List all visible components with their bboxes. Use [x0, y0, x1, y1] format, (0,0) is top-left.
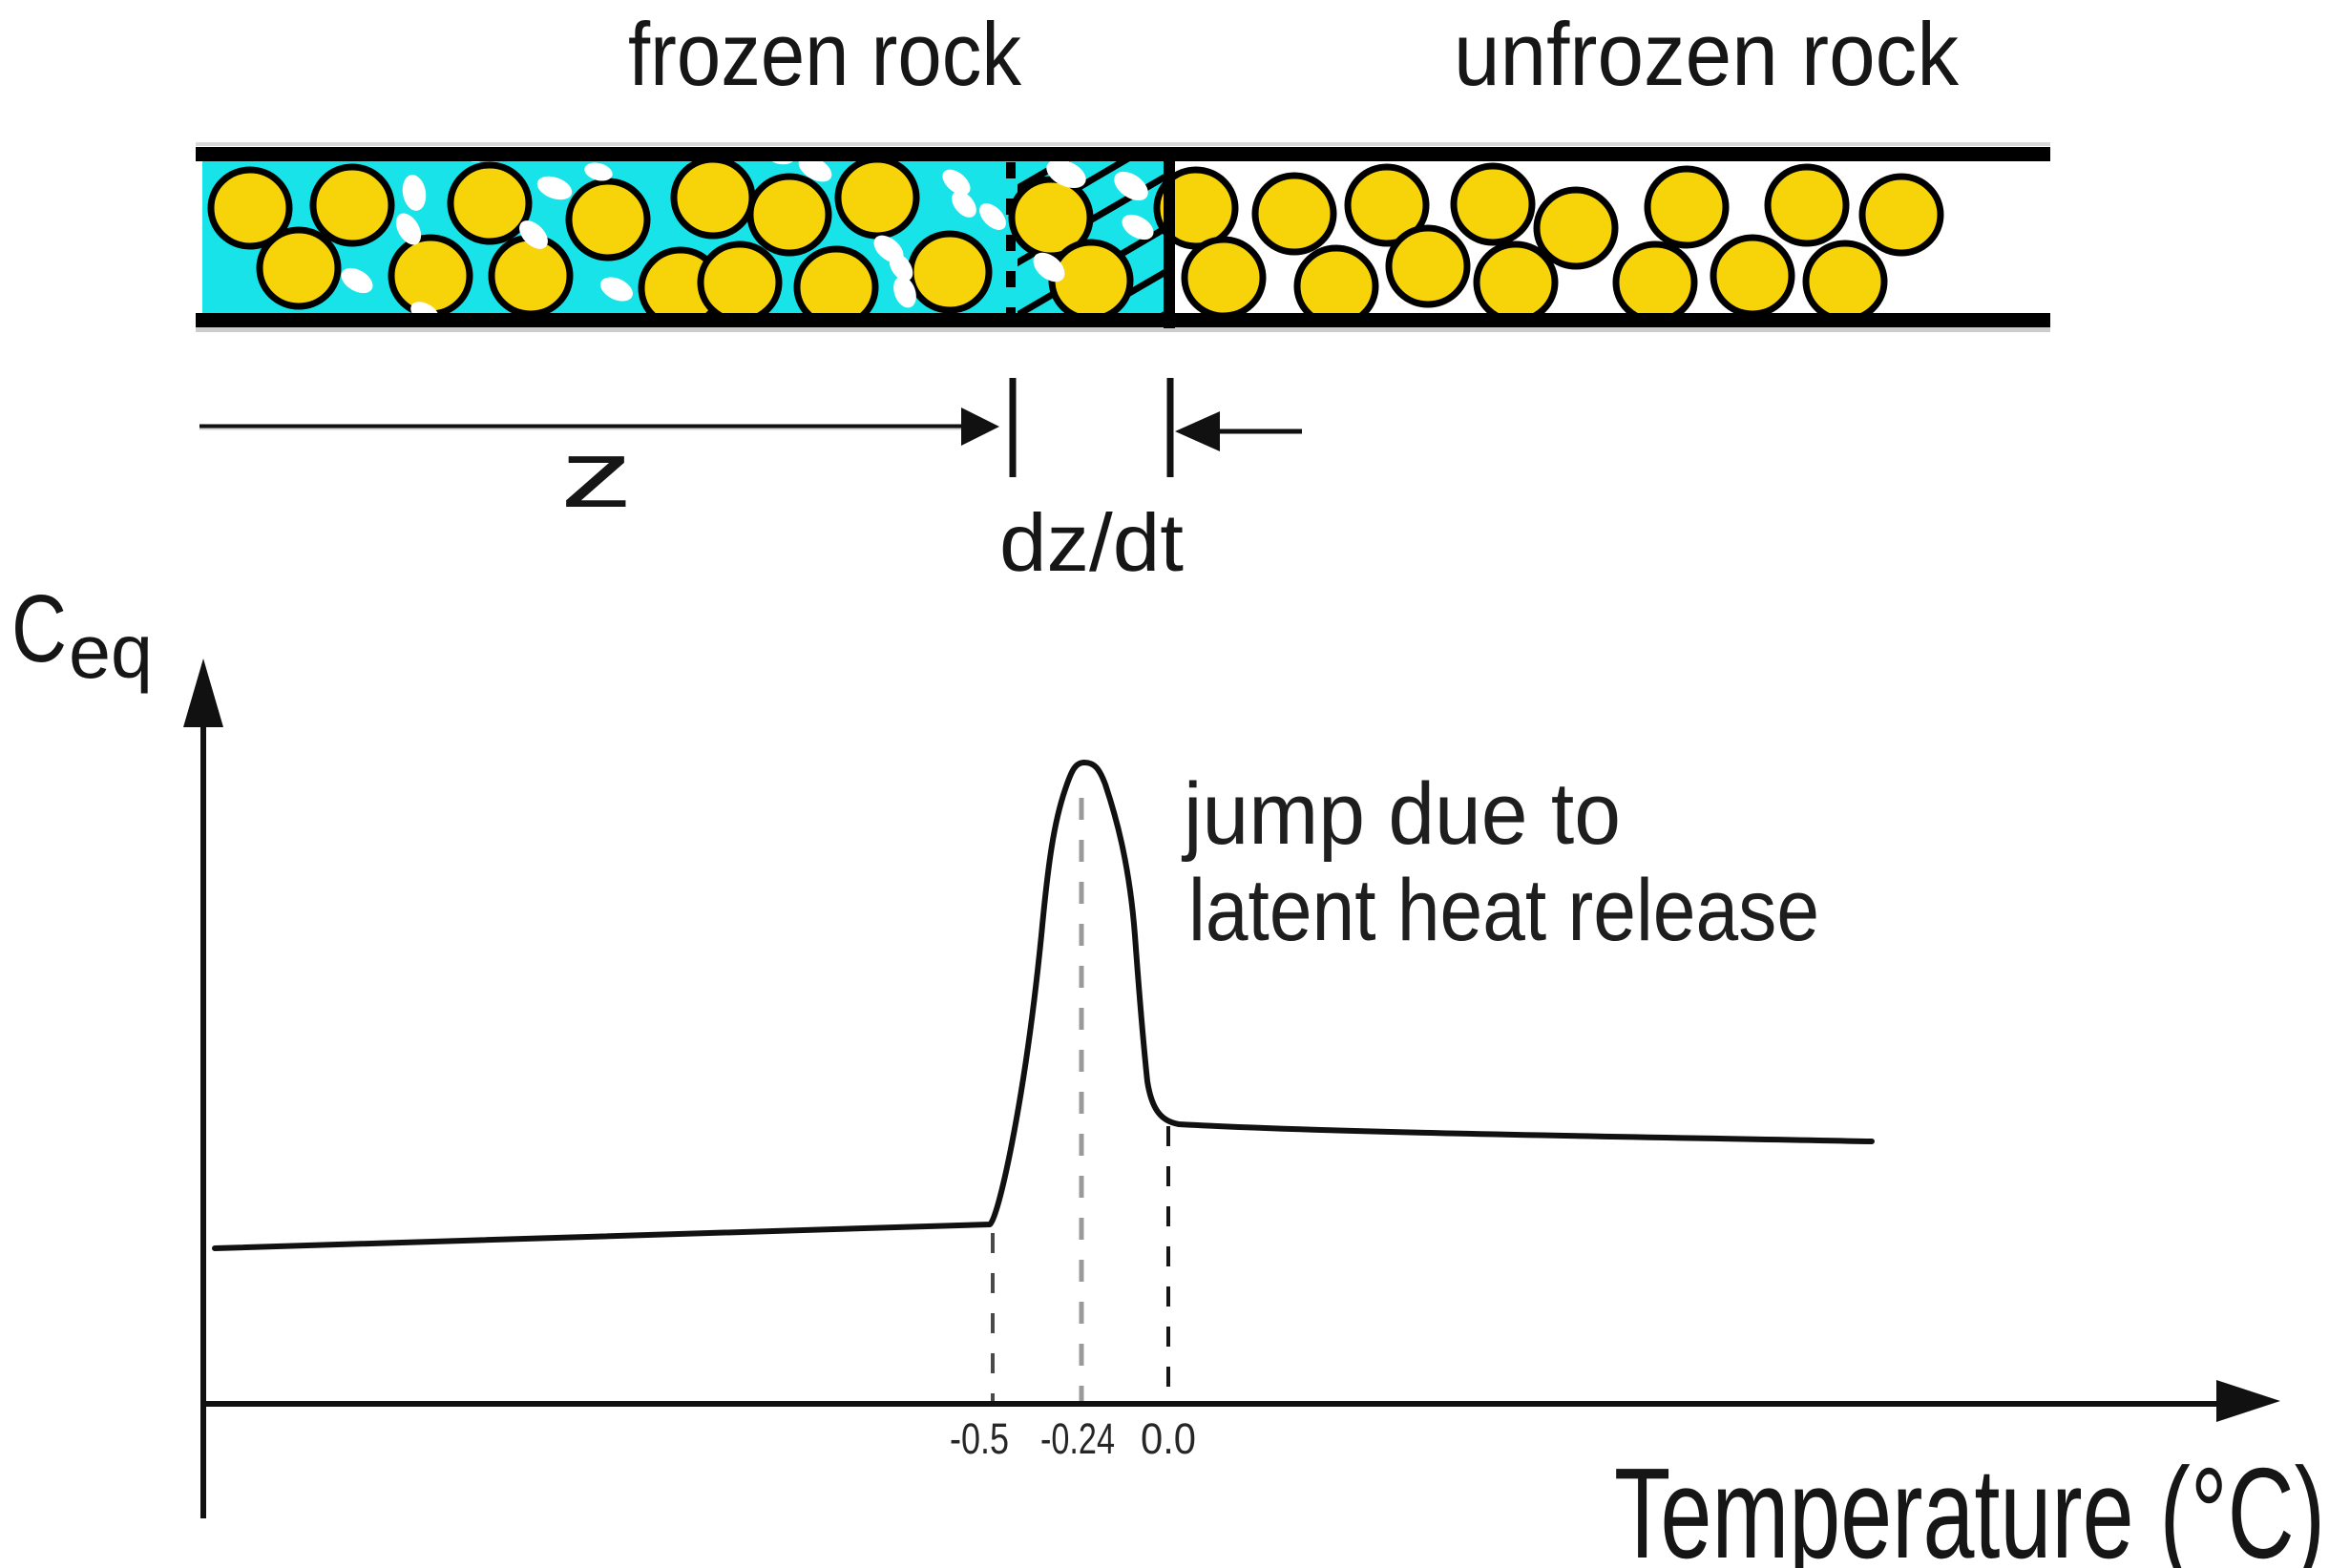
svg-text:dz/dt: dz/dt — [999, 498, 1184, 589]
svg-text:Temperature (°C): Temperature (°C) — [1614, 1441, 2325, 1568]
svg-text:unfrozen rock: unfrozen rock — [1454, 4, 1960, 104]
svg-text:-0.5: -0.5 — [950, 1414, 1009, 1463]
svg-text:latent heat release: latent heat release — [1188, 862, 1819, 959]
svg-text:C: C — [11, 575, 67, 682]
svg-text:eq: eq — [69, 609, 153, 694]
svg-text:0.0: 0.0 — [1141, 1414, 1196, 1463]
svg-text:frozen rock: frozen rock — [628, 4, 1022, 104]
svg-text:-0.24: -0.24 — [1040, 1414, 1115, 1463]
svg-text:jump due to: jump due to — [1181, 765, 1621, 863]
svg-text:z: z — [560, 421, 633, 528]
